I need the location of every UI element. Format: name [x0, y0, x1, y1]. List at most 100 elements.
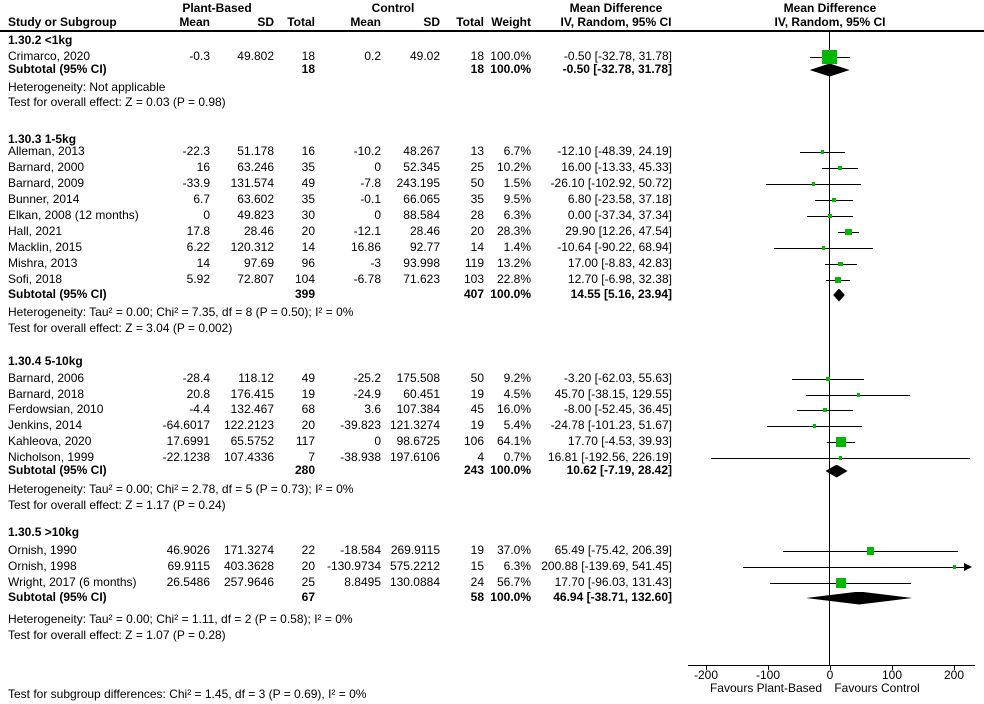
pb-total-value: 20 — [301, 418, 315, 432]
x-axis-tick — [891, 665, 893, 670]
md-ci-value: 17.70 [-96.03, 131.43] — [554, 575, 672, 589]
study-row: Barnard, 2006 -28.4 118.12 49 -25.2 175.508 50… — [0, 372, 984, 385]
x-axis-tick — [829, 665, 831, 670]
weight-value: 100.0% — [490, 49, 531, 63]
subtotal-diamond — [805, 591, 913, 605]
pb-sd-value: 107.4336 — [223, 450, 274, 464]
subtotal-md-ci: 10.62 [-7.19, 28.42] — [566, 463, 672, 477]
pb-sd-col-header: SD — [257, 15, 274, 29]
pb-mean-value: -22.3 — [182, 144, 210, 158]
ctrl-sd-value: 575.2212 — [389, 559, 440, 573]
overall-effect-note: Test for overall effect: Z = 3.04 (P = 0… — [8, 321, 233, 335]
study-name: Barnard, 2009 — [8, 176, 85, 190]
pb-mean-value: -64.6017 — [162, 418, 210, 432]
ctrl-total-value: 103 — [463, 272, 484, 286]
md-ci-value: 16.81 [-192.56, 226.19] — [547, 450, 672, 464]
pb-mean-value: 14 — [196, 256, 210, 270]
heterogeneity-note: Heterogeneity: Tau² = 0.00; Chi² = 2.78,… — [8, 482, 354, 496]
effect-square — [838, 261, 843, 267]
subtotal-diamond — [833, 288, 845, 302]
subtotal-row: Subtotal (95% CI) 67 58 100.0% 46.94 [-38.71… — [0, 591, 984, 604]
pb-mean-value: -0.3 — [189, 49, 210, 63]
ctrl-mean-value: -25.2 — [353, 371, 381, 385]
pb-sd-value: 51.178 — [237, 144, 274, 158]
effect-square — [856, 393, 861, 397]
md-ci-value: 0.00 [-37.34, 37.34] — [567, 208, 672, 222]
x-axis-tick-label: -200 — [693, 668, 719, 682]
header-row-1: Plant-Based Control Mean Difference Mean… — [0, 2, 984, 15]
study-row: Ferdowsian, 2010 -4.4 132.467 68 3.6 107.384 4… — [0, 403, 984, 416]
ctrl-sd-value: 71.623 — [403, 272, 440, 286]
favours-labels: Favours Plant-Based Favours Control — [0, 682, 984, 695]
ctrl-mean-value: 0 — [374, 208, 381, 222]
md-ci-value: -8.00 [-52.45, 36.45] — [563, 402, 672, 416]
ctrl-total-value: 45 — [470, 402, 484, 416]
ctrl-sd-value: 121.3274 — [389, 418, 440, 432]
ctrl-sd-value: 66.065 — [403, 192, 440, 206]
subgroup-differences-note: Test for subgroup differences: Chi² = 1.… — [8, 687, 367, 701]
pb-mean-value: -28.4 — [182, 371, 210, 385]
ctrl-total-value: 35 — [470, 192, 484, 206]
subtotal-label: Subtotal (95% CI) — [8, 62, 107, 76]
pb-total-value: 35 — [301, 192, 315, 206]
study-name: Barnard, 2018 — [8, 387, 85, 401]
md-ci-value: 45.70 [-38.15, 129.55] — [554, 387, 672, 401]
subtotal-pb-total: 280 — [294, 463, 315, 477]
effect-square — [821, 246, 825, 250]
pb-mean-value: 17.8 — [186, 224, 210, 238]
effect-square — [812, 182, 816, 186]
overall-effect-row: Test for overall effect: Z = 0.03 (P = 0… — [0, 96, 984, 109]
ctrl-total-value: 106 — [463, 434, 484, 448]
weight-value: 56.7% — [496, 575, 531, 589]
group-title: 1.30.2 <1kg — [8, 33, 73, 47]
pb-mean-value: 5.92 — [186, 272, 210, 286]
ci-arrow-right — [964, 563, 972, 571]
group-title: 1.30.5 >10kg — [8, 525, 80, 539]
iv-random-plot-header: IV, Random, 95% CI — [774, 15, 886, 29]
study-name: Sofi, 2018 — [8, 272, 63, 286]
weight-value: 1.4% — [503, 240, 531, 254]
heterogeneity-row: Heterogeneity: Not applicable — [0, 81, 984, 94]
subtotal-weight: 100.0% — [490, 62, 531, 76]
pb-mean-value: 0 — [203, 208, 210, 222]
weight-value: 9.5% — [503, 192, 531, 206]
ctrl-mean-value: -18.584 — [340, 543, 381, 557]
subtotal-label: Subtotal (95% CI) — [8, 287, 107, 301]
study-name: Macklin, 2015 — [8, 240, 83, 254]
ctrl-sd-value: 130.0884 — [389, 575, 440, 589]
pb-sd-value: 403.3628 — [223, 559, 274, 573]
effect-square — [822, 49, 837, 65]
group-title-row: 1.30.5 >10kg — [0, 526, 984, 539]
ctrl-sd-value: 28.46 — [409, 224, 440, 238]
pb-total-value: 104 — [294, 272, 315, 286]
pb-sd-value: 257.9646 — [223, 575, 274, 589]
weight-value: 1.5% — [503, 176, 531, 190]
study-row: Hall, 2021 17.8 28.46 20 -12.1 28.46 20 28.3% 29… — [0, 225, 984, 238]
ctrl-mean-value: -6.78 — [353, 272, 381, 286]
pb-total-value: 49 — [301, 371, 315, 385]
ctrl-sd-value: 269.9115 — [390, 543, 440, 557]
effect-square — [820, 150, 825, 154]
heterogeneity-row: Heterogeneity: Tau² = 0.00; Chi² = 2.78,… — [0, 483, 984, 496]
weight-value: 10.2% — [496, 160, 531, 174]
subtotal-md-ci: -0.50 [-32.78, 31.78] — [562, 62, 672, 76]
x-axis-tick — [767, 665, 769, 670]
ctrl-total-value: 50 — [470, 176, 484, 190]
zero-effect-line — [829, 32, 830, 665]
pb-sd-value: 176.415 — [230, 387, 274, 401]
md-ci-value: 17.00 [-8.83, 42.83] — [567, 256, 672, 270]
study-name: Hall, 2021 — [8, 224, 63, 238]
weight-value: 0.7% — [503, 450, 531, 464]
ctrl-total-value: 4 — [477, 450, 484, 464]
effect-square — [822, 407, 828, 413]
weight-col-header: Weight — [491, 15, 531, 29]
weight-value: 6.3% — [503, 559, 531, 573]
mean-difference-plot-header: Mean Difference — [783, 1, 877, 15]
pb-total-value: 14 — [301, 240, 315, 254]
study-row: Nicholson, 1999 -22.1238 107.4336 7 -38.938 1… — [0, 451, 984, 464]
ctrl-mean-value: 0 — [374, 434, 381, 448]
overall-effect-note: Test for overall effect: Z = 1.17 (P = 0… — [8, 498, 226, 512]
pb-total-value: 117 — [295, 434, 315, 448]
